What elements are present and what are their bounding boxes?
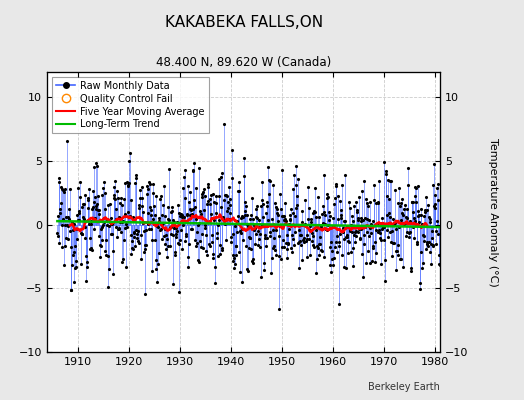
Legend: Raw Monthly Data, Quality Control Fail, Five Year Moving Average, Long-Term Tren: Raw Monthly Data, Quality Control Fail, … [52,77,209,133]
Text: KAKABEKA FALLS,ON: KAKABEKA FALLS,ON [165,15,323,30]
Y-axis label: Temperature Anomaly (°C): Temperature Anomaly (°C) [488,138,498,286]
Title: 48.400 N, 89.620 W (Canada): 48.400 N, 89.620 W (Canada) [156,56,331,70]
Text: Berkeley Earth: Berkeley Earth [368,382,440,392]
